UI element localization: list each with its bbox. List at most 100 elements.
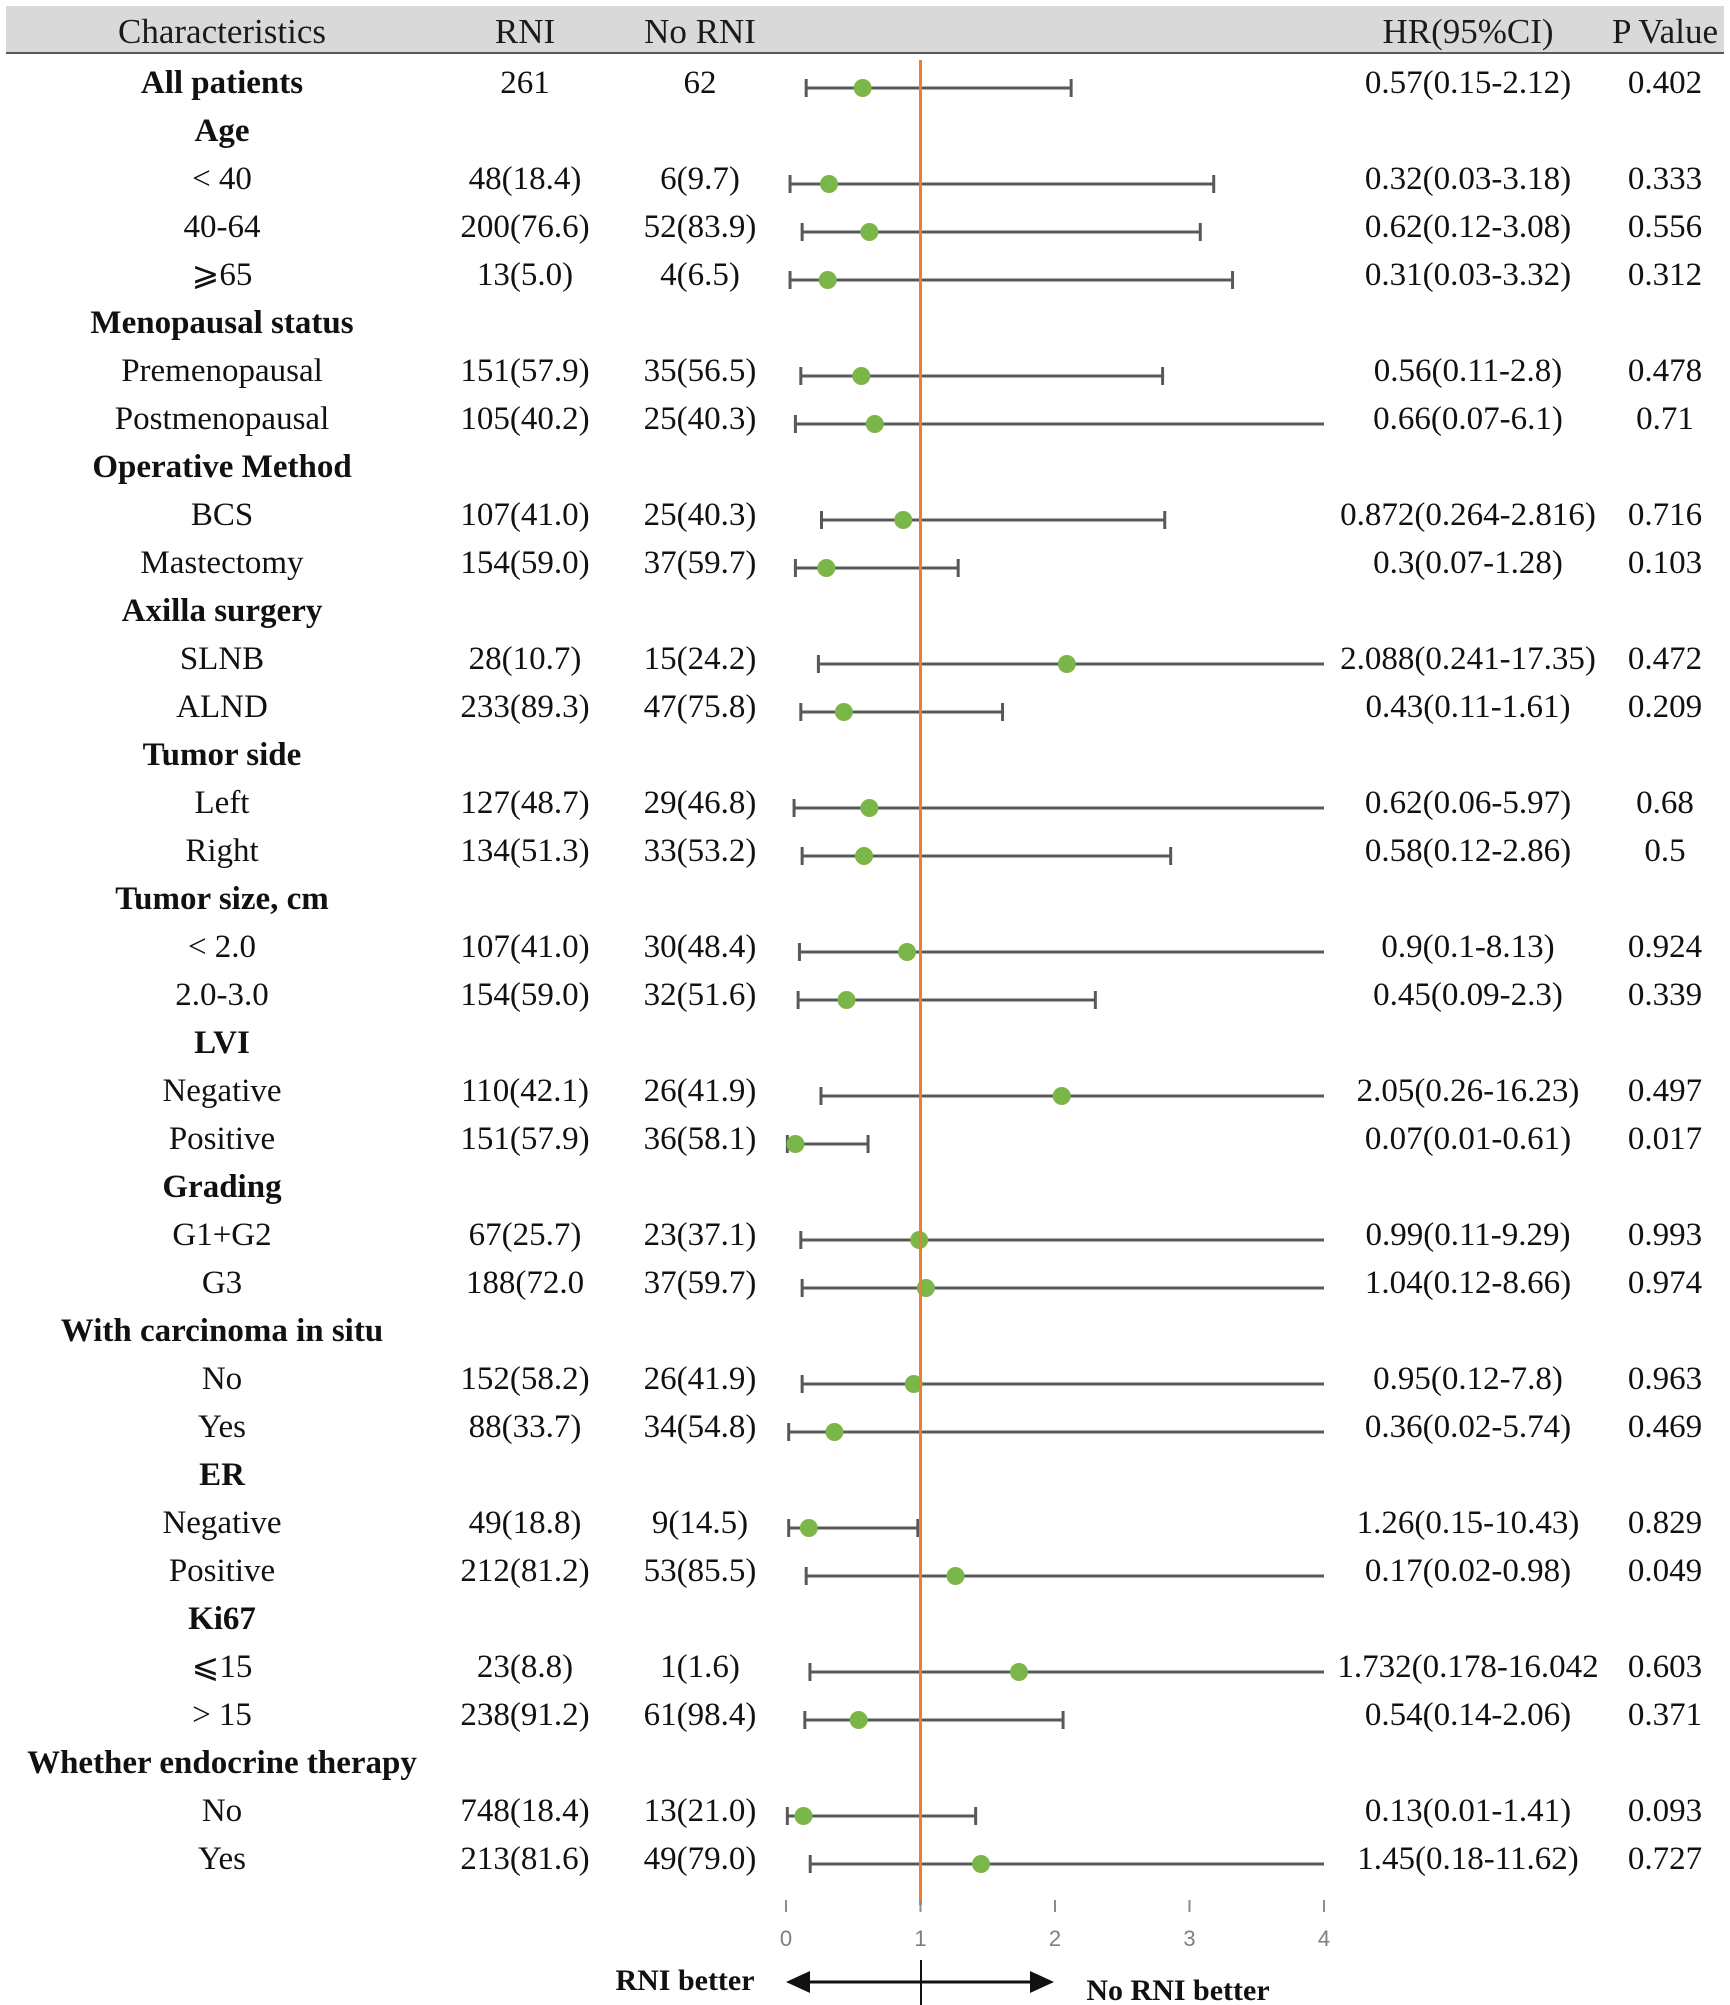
p-value: 0.829 — [1628, 1505, 1702, 1541]
plot-area — [785, 60, 1324, 1905]
hr-point — [834, 703, 853, 721]
rni-count: 107(41.0) — [460, 497, 589, 533]
hr-ci-value: 0.43(0.11-1.61) — [1366, 689, 1571, 725]
no-rni-count: 61(98.4) — [644, 1697, 757, 1733]
p-value: 0.716 — [1628, 497, 1702, 533]
no-rni-count: 36(58.1) — [644, 1121, 757, 1157]
subgroup-label: Positive — [169, 1121, 275, 1157]
p-value: 0.68 — [1636, 785, 1694, 821]
p-value: 0.049 — [1628, 1553, 1702, 1589]
hr-ci-value: 0.62(0.12-3.08) — [1365, 209, 1571, 245]
x-tick-label: 2 — [1049, 1926, 1061, 1951]
hr-ci-value: 0.3(0.07-1.28) — [1373, 545, 1563, 581]
rni-count: 13(5.0) — [477, 257, 573, 293]
p-value: 0.71 — [1636, 401, 1694, 437]
subgroup-label: Negative — [162, 1505, 281, 1541]
hr-ci-value: 0.32(0.03-3.18) — [1365, 161, 1571, 197]
rni-count: 748(18.4) — [460, 1793, 589, 1829]
p-value: 0.963 — [1628, 1361, 1702, 1397]
group-label: With carcinoma in situ — [61, 1313, 383, 1349]
col-header-rni: RNI — [495, 12, 555, 51]
hr-ci-value: 0.45(0.09-2.3) — [1373, 977, 1563, 1013]
subgroup-label: BCS — [191, 497, 253, 533]
hr-point — [894, 511, 913, 529]
group-label: Axilla surgery — [122, 593, 323, 629]
rni-count: 188(72.0 — [466, 1265, 584, 1301]
no-rni-count: 35(56.5) — [644, 353, 757, 389]
no-rni-count: 15(24.2) — [644, 641, 757, 677]
hr-ci-value: 0.58(0.12-2.86) — [1365, 833, 1571, 869]
hr-ci-value: 0.872(0.264-2.816) — [1340, 497, 1596, 533]
hr-point — [860, 223, 879, 241]
rni-count: 200(76.6) — [460, 209, 589, 245]
no-rni-count: 47(75.8) — [644, 689, 757, 725]
rni-count: 154(59.0) — [460, 545, 589, 581]
hr-point — [1052, 1087, 1071, 1105]
no-rni-count: 6(9.7) — [660, 161, 740, 197]
subgroup-label: No — [202, 1361, 242, 1397]
subgroup-label: Positive — [169, 1553, 275, 1589]
x-tick-label: 4 — [1318, 1926, 1330, 1951]
hr-point — [904, 1375, 923, 1393]
hr-point — [972, 1855, 991, 1873]
no-rni-count: 25(40.3) — [644, 497, 757, 533]
rni-count: 213(81.6) — [460, 1841, 589, 1877]
rni-count: 110(42.1) — [461, 1073, 589, 1109]
hr-point — [786, 1135, 805, 1153]
annotation-rni-better: RNI better — [615, 1964, 754, 1997]
subgroup-label: Postmenopausal — [115, 401, 329, 437]
p-value: 0.478 — [1628, 353, 1702, 389]
p-value: 0.339 — [1628, 977, 1702, 1013]
col-header-hr-ci: HR(95%CI) — [1382, 12, 1553, 51]
hr-point — [817, 559, 836, 577]
subgroup-label: 2.0-3.0 — [175, 977, 269, 1013]
hr-point — [1009, 1663, 1028, 1681]
hr-point — [853, 79, 872, 97]
no-rni-count: 62 — [684, 65, 717, 101]
hr-point — [799, 1519, 818, 1537]
p-value: 0.371 — [1628, 1697, 1702, 1733]
hr-ci-value: 1.26(0.15-10.43) — [1357, 1505, 1580, 1541]
no-rni-count: 25(40.3) — [644, 401, 757, 437]
subgroup-label: 40-64 — [184, 209, 261, 245]
subgroup-label: Premenopausal — [121, 353, 323, 389]
subgroup-label: ALND — [176, 689, 268, 725]
hr-ci-value: 2.05(0.26-16.23) — [1357, 1073, 1580, 1109]
no-rni-count: 23(37.1) — [644, 1217, 757, 1253]
hr-ci-value: 0.31(0.03-3.32) — [1365, 257, 1571, 293]
col-header-no-rni: No RNI — [644, 12, 756, 51]
p-value: 0.402 — [1628, 65, 1702, 101]
hr-point — [865, 415, 884, 433]
p-value: 0.333 — [1628, 161, 1702, 197]
header-band — [6, 6, 1724, 53]
subgroup-label: Right — [185, 833, 258, 869]
x-tick-label: 3 — [1183, 1926, 1195, 1951]
rni-count: 233(89.3) — [460, 689, 589, 725]
no-rni-count: 32(51.6) — [644, 977, 757, 1013]
subgroup-label: Yes — [198, 1409, 246, 1445]
hr-ci-value: 1.45(0.18-11.62) — [1357, 1841, 1579, 1877]
subgroup-label: Negative — [162, 1073, 281, 1109]
no-rni-count: 53(85.5) — [644, 1553, 757, 1589]
rni-count: 67(25.7) — [469, 1217, 582, 1253]
p-value: 0.5 — [1644, 833, 1685, 869]
subgroup-label: G3 — [202, 1265, 242, 1301]
subgroup-label: ⩾65 — [192, 257, 253, 293]
p-value: 0.497 — [1628, 1073, 1702, 1109]
subgroup-label: < 2.0 — [188, 929, 256, 965]
hr-point — [849, 1711, 868, 1729]
no-rni-count: 34(54.8) — [644, 1409, 757, 1445]
hr-ci-value: 0.57(0.15-2.12) — [1365, 65, 1571, 101]
rni-count: 261 — [500, 65, 550, 101]
rni-count: 105(40.2) — [460, 401, 589, 437]
no-rni-count: 33(53.2) — [644, 833, 757, 869]
p-value: 0.603 — [1628, 1649, 1702, 1685]
p-value: 0.017 — [1628, 1121, 1702, 1157]
hr-point — [855, 847, 874, 865]
annotation-arrowhead-left — [786, 1971, 810, 1993]
p-value: 0.469 — [1628, 1409, 1702, 1445]
col-header-p-value: P Value — [1612, 12, 1718, 51]
subgroup-label: Yes — [198, 1841, 246, 1877]
hr-point — [898, 943, 917, 961]
rni-count: 152(58.2) — [460, 1361, 589, 1397]
